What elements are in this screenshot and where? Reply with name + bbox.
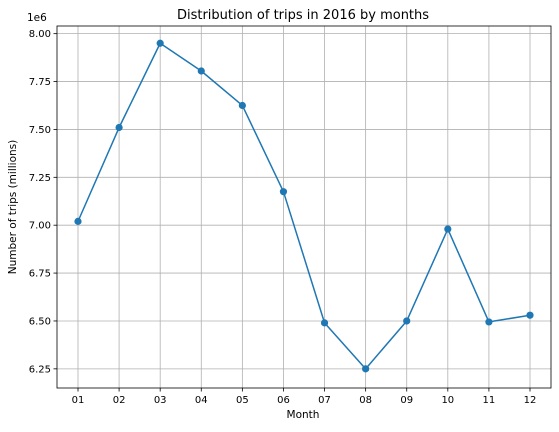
- data-point-marker: [115, 123, 123, 132]
- x-axis-ticks: 01 02 03 04 05 06 07 08 09 10 11 12: [72, 388, 537, 406]
- data-point-marker: [362, 365, 370, 373]
- data-point-marker: [526, 311, 534, 319]
- x-tick-label: 10: [441, 395, 454, 406]
- y-tick-label: 6.50: [29, 316, 51, 327]
- y-axis-ticks: 6.25 6.50 6.75 7.00 7.25 7.50 7.75 8.00: [29, 29, 57, 375]
- data-point-marker: [444, 225, 452, 233]
- data-point-marker: [403, 317, 411, 325]
- y-axis-label: Number of trips (millions): [7, 140, 19, 274]
- data-point-marker: [485, 318, 493, 326]
- data-point-marker: [156, 39, 164, 47]
- x-tick-label: 11: [483, 395, 496, 406]
- y-tick-label: 7.75: [29, 77, 51, 88]
- x-tick-label: 08: [359, 395, 372, 406]
- x-tick-label: 01: [72, 395, 85, 406]
- data-point-marker: [197, 67, 205, 75]
- series: [74, 39, 534, 373]
- x-tick-label: 03: [154, 395, 167, 406]
- x-axis-label: Month: [287, 409, 320, 421]
- data-point-marker: [238, 101, 246, 110]
- series-line: [77, 42, 531, 370]
- x-tick-label: 07: [318, 395, 331, 406]
- data-point-marker: [74, 217, 82, 225]
- grid: [57, 26, 551, 388]
- x-tick-label: 06: [277, 395, 290, 406]
- y-tick-label: 6.75: [29, 269, 51, 280]
- x-tick-label: 04: [195, 395, 208, 406]
- chart-title: Distribution of trips in 2016 by months: [177, 8, 429, 23]
- y-axis-offset-text: 1e6: [27, 12, 47, 24]
- x-tick-label: 09: [400, 395, 413, 406]
- y-tick-label: 7.00: [29, 221, 51, 232]
- data-point-marker: [279, 188, 288, 196]
- y-tick-label: 6.25: [29, 364, 51, 375]
- y-tick-label: 7.25: [29, 173, 51, 184]
- y-tick-label: 7.50: [29, 125, 51, 136]
- x-tick-label: 12: [524, 395, 537, 406]
- data-point-marker: [320, 319, 329, 327]
- y-tick-label: 8.00: [29, 29, 51, 40]
- x-tick-label: 02: [113, 395, 126, 406]
- plot-frame: [56, 25, 552, 389]
- x-tick-label: 05: [236, 395, 249, 406]
